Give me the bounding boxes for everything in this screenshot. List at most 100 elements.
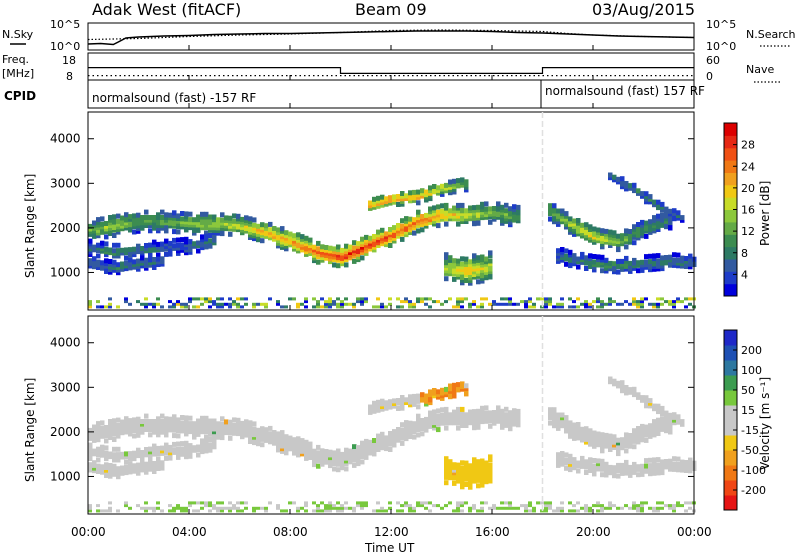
velocity-cell bbox=[404, 428, 409, 434]
velocity-cell bbox=[92, 424, 97, 430]
velocity-cell bbox=[656, 428, 661, 434]
power-cell bbox=[628, 268, 633, 274]
power-cell bbox=[100, 305, 104, 309]
power-cell bbox=[412, 189, 417, 195]
power-cell bbox=[648, 261, 653, 267]
velocity-cell bbox=[652, 465, 657, 471]
power-cell bbox=[208, 227, 213, 233]
velocity-cell bbox=[488, 475, 493, 481]
power-cell bbox=[460, 216, 465, 222]
velocity-cell bbox=[308, 452, 313, 458]
velocity-cell bbox=[256, 435, 261, 441]
velocity-cell bbox=[672, 412, 677, 418]
velocity-cell bbox=[340, 451, 345, 457]
velocity-cell bbox=[616, 445, 621, 451]
power-cell bbox=[480, 207, 485, 213]
power-cell bbox=[204, 217, 209, 223]
velocity-cell bbox=[488, 413, 493, 419]
power-cell bbox=[484, 297, 488, 301]
power-cell bbox=[212, 214, 217, 220]
power-cell bbox=[116, 227, 121, 232]
velocity-cell bbox=[108, 419, 113, 424]
power-cell bbox=[388, 235, 393, 240]
power-cell bbox=[460, 210, 465, 216]
power-cell bbox=[124, 212, 129, 218]
velocity-cell bbox=[396, 432, 401, 438]
velocity-cell bbox=[572, 435, 577, 441]
power-cell bbox=[300, 239, 305, 245]
power-cell bbox=[188, 225, 193, 231]
velocity-cell bbox=[568, 501, 572, 505]
velocity-cell bbox=[612, 437, 617, 442]
power-cell bbox=[584, 230, 589, 236]
velocity-cell bbox=[600, 458, 605, 464]
velocity-cell bbox=[156, 506, 160, 510]
power-cell bbox=[104, 221, 109, 226]
power-cell bbox=[636, 230, 641, 236]
velocity-cell bbox=[484, 413, 489, 419]
freq-label: Freq. bbox=[2, 53, 29, 66]
x-tick-label: 08:00 bbox=[273, 525, 308, 539]
power-cell bbox=[92, 244, 97, 250]
power-cell bbox=[432, 184, 437, 189]
power-cell bbox=[452, 210, 457, 216]
power-cell bbox=[456, 178, 461, 184]
velocity-cell bbox=[436, 416, 441, 422]
velocity-cell bbox=[472, 457, 477, 463]
velocity-cell bbox=[404, 400, 409, 405]
power-cell bbox=[556, 250, 561, 256]
velocity-cell bbox=[232, 425, 237, 431]
power-cell bbox=[364, 245, 369, 251]
velocity-cell bbox=[204, 440, 209, 446]
velocity-cell bbox=[632, 467, 637, 473]
velocity-cell bbox=[400, 432, 405, 438]
velocity-cell bbox=[104, 465, 109, 470]
velocity-cell bbox=[100, 464, 105, 470]
power-cell bbox=[644, 259, 649, 265]
power-cell bbox=[312, 244, 317, 250]
velocity-cell bbox=[472, 459, 477, 465]
velocity-cell bbox=[276, 504, 280, 508]
velocity-cell bbox=[208, 426, 213, 432]
velocity-cell bbox=[484, 418, 489, 424]
power-cell bbox=[448, 213, 453, 219]
power-cell bbox=[412, 197, 417, 203]
velocity-cell bbox=[284, 444, 289, 450]
power-cell bbox=[464, 297, 468, 301]
velocity-cell bbox=[200, 415, 205, 421]
power-cell bbox=[176, 218, 181, 224]
velocity-cell bbox=[580, 437, 585, 443]
power-cell bbox=[644, 262, 649, 268]
power-cell bbox=[640, 267, 645, 273]
power-cell bbox=[288, 234, 293, 240]
power-cell bbox=[356, 246, 361, 252]
velocity-cell bbox=[496, 405, 501, 411]
velocity-cell bbox=[544, 506, 548, 510]
velocity-cell bbox=[560, 451, 565, 456]
velocity-cell bbox=[124, 429, 129, 435]
power-cell bbox=[416, 300, 420, 304]
power-cell bbox=[400, 223, 405, 229]
power-cell bbox=[236, 216, 241, 222]
velocity-cell bbox=[560, 501, 564, 505]
velocity-cell bbox=[400, 400, 405, 406]
power-cell bbox=[456, 258, 461, 264]
velocity-cell bbox=[464, 463, 469, 469]
power-cell bbox=[104, 229, 109, 235]
power-cell bbox=[476, 268, 481, 274]
velocity-cell bbox=[644, 437, 649, 443]
velocity-cell bbox=[272, 432, 277, 438]
power-cell bbox=[416, 215, 421, 221]
power-cell bbox=[264, 231, 269, 237]
power-cell bbox=[336, 255, 341, 261]
velocity-cell bbox=[116, 452, 121, 458]
velocity-cell bbox=[416, 432, 421, 438]
velocity-cell bbox=[672, 504, 676, 508]
power-cell bbox=[304, 305, 308, 309]
power-cell bbox=[384, 242, 389, 248]
power-cell bbox=[400, 300, 404, 304]
power-cell bbox=[632, 182, 637, 188]
velocity-cell bbox=[508, 501, 512, 505]
velocity-cell bbox=[88, 467, 93, 473]
velocity-cell bbox=[680, 462, 685, 468]
